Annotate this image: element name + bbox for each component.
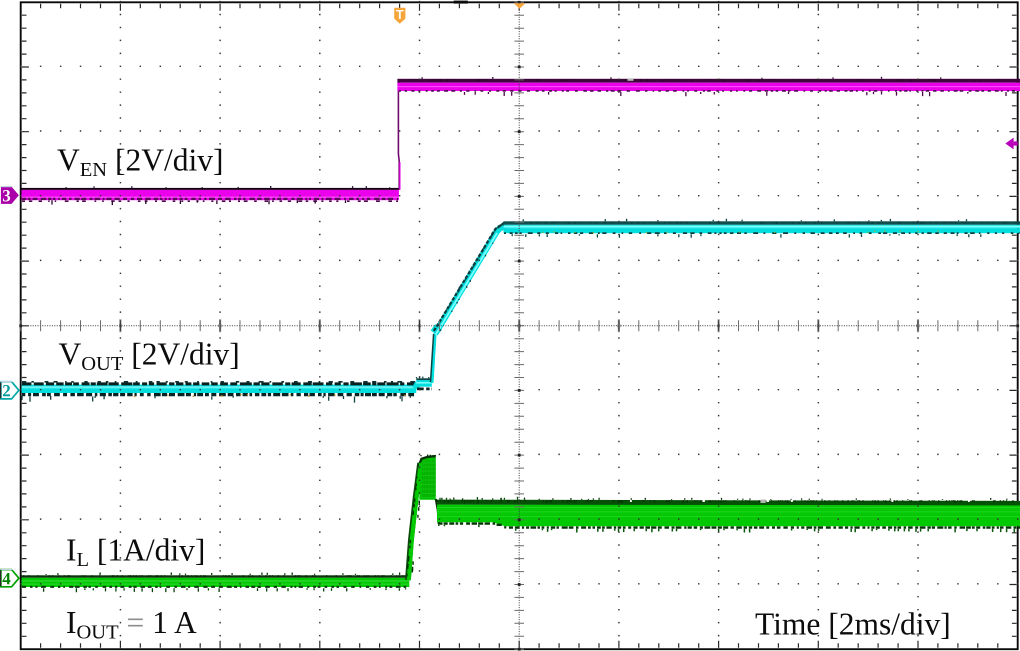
svg-text:Time [2ms/div]: Time [2ms/div]	[755, 607, 951, 642]
svg-text:VEN [2V/div]: VEN [2V/div]	[57, 143, 223, 182]
svg-text:IL [1A/div]: IL [1A/div]	[66, 533, 205, 572]
svg-text:IOUT = 1 A: IOUT = 1 A	[66, 605, 197, 644]
svg-text:VOUT [2V/div]: VOUT [2V/div]	[59, 337, 240, 376]
